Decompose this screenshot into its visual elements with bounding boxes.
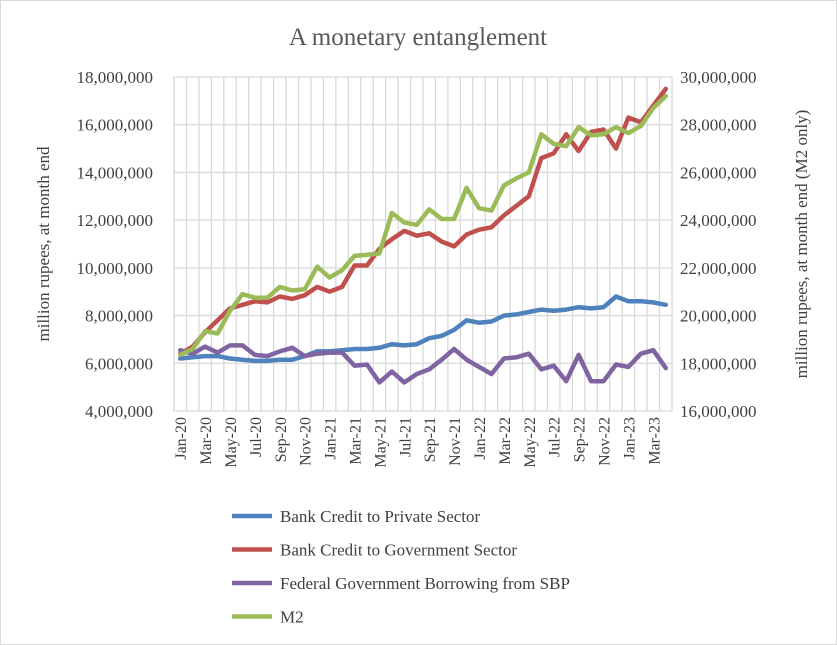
x-tick-label: Nov-21 (447, 417, 464, 466)
y2-tick-label: 18,000,000 (680, 354, 757, 373)
x-tick-label: May-20 (223, 417, 240, 468)
y2-axis-title: million rupees, at month end (M2 only) (792, 110, 811, 379)
legend-label: Federal Government Borrowing from SBP (280, 574, 570, 593)
x-tick-label: Jan-21 (323, 417, 340, 460)
y2-tick-label: 22,000,000 (680, 259, 757, 278)
y-tick-label: 18,000,000 (77, 68, 154, 87)
series-line-4 (177, 93, 669, 358)
y-tick-label: 4,000,000 (85, 402, 153, 421)
x-tick-label: Jul-21 (397, 417, 414, 457)
x-tick-label: Jan-22 (472, 417, 489, 460)
x-tick-label: Mar-22 (497, 417, 514, 465)
legend-label: Bank Credit to Private Sector (280, 507, 481, 526)
x-tick-label: Nov-20 (298, 417, 315, 466)
x-tick-label: May-22 (522, 417, 539, 468)
y2-tick-label: 28,000,000 (680, 116, 757, 135)
y2-tick-label: 20,000,000 (680, 307, 757, 326)
x-tick-label: Sep-22 (572, 417, 589, 462)
y2-tick-label: 30,000,000 (680, 68, 757, 87)
x-tick-label: Jul-22 (547, 417, 564, 457)
y-tick-label: 10,000,000 (77, 259, 154, 278)
x-tick-label: Mar-20 (198, 417, 215, 465)
x-tick-label: Mar-23 (646, 417, 663, 465)
y-tick-label: 8,000,000 (85, 307, 153, 326)
legend-item: Federal Government Borrowing from SBP (232, 574, 570, 593)
x-tick-label: Jul-20 (248, 417, 265, 457)
legend-label: M2 (280, 608, 304, 627)
x-tick-label: Nov-22 (597, 417, 614, 466)
y2-tick-label: 16,000,000 (680, 402, 757, 421)
series-line-3 (177, 343, 669, 385)
legend-label: Bank Credit to Government Sector (280, 541, 517, 560)
series-line-2 (177, 86, 669, 356)
series-line-1 (177, 294, 669, 364)
x-tick-label: Sep-21 (422, 417, 439, 462)
y-axis-title: million rupees, at month end (34, 146, 53, 341)
y2-tick-label: 24,000,000 (680, 211, 757, 230)
y-tick-label: 6,000,000 (85, 354, 153, 373)
y-tick-label: 14,000,000 (77, 163, 154, 182)
legend-item: Bank Credit to Private Sector (232, 507, 481, 526)
x-tick-label: Sep-20 (273, 417, 290, 462)
chart-title: A monetary entanglement (289, 24, 547, 51)
y-tick-label: 16,000,000 (77, 116, 154, 135)
legend-item: M2 (232, 608, 304, 627)
x-tick-label: Jan-20 (173, 417, 190, 460)
y2-tick-label: 26,000,000 (680, 163, 757, 182)
legend-item: Bank Credit to Government Sector (232, 541, 517, 560)
y-tick-label: 12,000,000 (77, 211, 154, 230)
x-tick-label: May-21 (372, 417, 389, 468)
x-tick-label: Jan-23 (621, 417, 638, 460)
x-tick-label: Mar-21 (348, 417, 365, 465)
